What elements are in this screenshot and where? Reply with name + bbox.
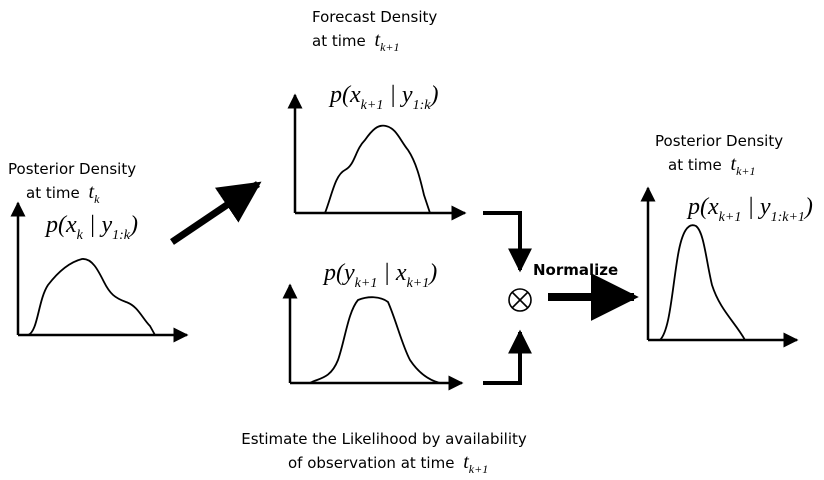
arrow	[483, 211, 532, 273]
formula-text: p(x	[328, 82, 361, 108]
formula-subscript: 1:k	[112, 228, 131, 243]
formula-subscript: 1:k+1	[771, 210, 805, 225]
left-panel: Posterior Density at time tk p(xk | y1:k…	[8, 160, 189, 343]
formula-subscript: k+1	[719, 210, 742, 225]
formula-text: | y	[383, 82, 413, 108]
time-label: at time tk+1	[668, 153, 756, 178]
formula-subscript: k	[77, 228, 84, 243]
formula: p(xk | y1:k)	[44, 212, 138, 243]
time-label: at time tk	[26, 181, 100, 206]
formula-subscript: k+1	[361, 98, 384, 113]
forecast-panel: Forecast Density at time tk+1 p(xk+1 | y…	[287, 8, 467, 221]
density-curve	[27, 258, 156, 336]
footer-line: of observation at time tk+1	[288, 451, 488, 476]
formula-text: p(x	[44, 212, 77, 238]
formula: p(xk+1 | y1:k+1)	[686, 194, 813, 225]
multiply-symbol	[508, 288, 532, 312]
likelihood-panel: p(yk+1 | xk+1)	[282, 260, 464, 391]
density-curve	[659, 224, 746, 341]
formula-text: p(x	[686, 194, 719, 220]
panel-title: Posterior Density	[655, 132, 783, 150]
density-curve	[309, 296, 441, 384]
panel-title: Forecast Density	[312, 8, 437, 26]
formula-text: )	[803, 194, 813, 220]
formula-text: | y	[741, 194, 771, 220]
formula-subscript: 1:k	[413, 98, 432, 113]
time-label: at time tk+1	[312, 29, 400, 54]
arrow	[483, 329, 532, 385]
formula: p(yk+1 | xk+1)	[322, 260, 437, 291]
density-curve	[324, 124, 431, 214]
formula-text: | y	[83, 212, 113, 238]
normalize-label: Normalize	[533, 261, 618, 279]
formula-text: | x	[377, 260, 407, 286]
formula-subscript: k+1	[355, 276, 378, 291]
formula-text: )	[427, 260, 437, 286]
formula-subscript: k+1	[407, 276, 430, 291]
right-panel: Posterior Density at time tk+1 p(xk+1 | …	[640, 132, 813, 348]
formula-text: p(y	[322, 260, 355, 286]
footer-line: Estimate the Likelihood by availability	[241, 430, 527, 448]
panel-title: Posterior Density	[8, 160, 136, 178]
formula-text: )	[128, 212, 138, 238]
arrow	[170, 181, 262, 245]
formula: p(xk+1 | y1:k)	[328, 82, 438, 113]
formula-text: )	[428, 82, 438, 108]
